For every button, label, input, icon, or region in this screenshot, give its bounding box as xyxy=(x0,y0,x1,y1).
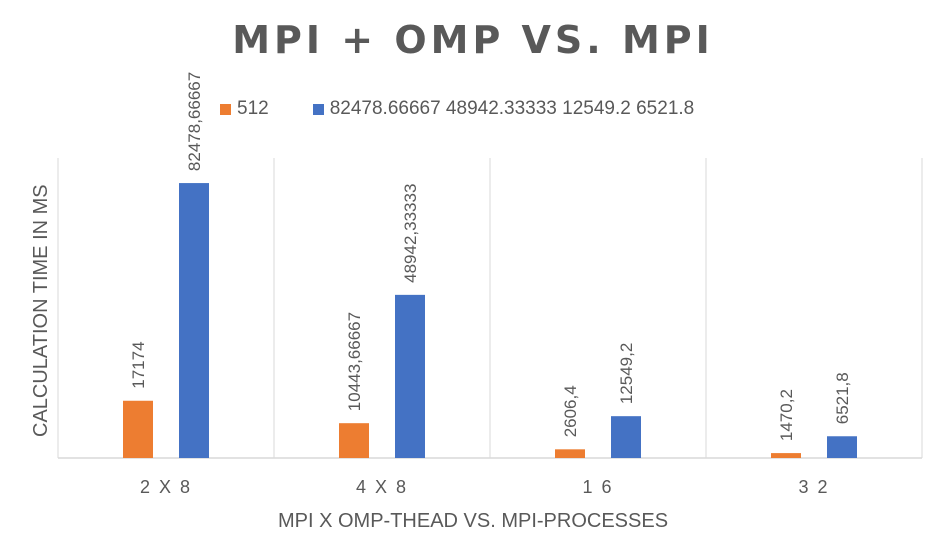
data-label: 12549,2 xyxy=(617,343,636,404)
bar-series-1 xyxy=(555,449,585,458)
legend-item-series-2: 82478.66667 48942.33333 12549.2 6521.8 xyxy=(312,98,695,120)
x-tick-label: 1 6 xyxy=(582,477,613,497)
legend-swatch-series-1 xyxy=(220,103,231,115)
bar-series-1 xyxy=(771,453,801,458)
data-label: 2606,4 xyxy=(561,385,580,437)
data-label: 82478,66667 xyxy=(185,72,204,171)
legend-swatch-series-2 xyxy=(312,103,324,115)
legend-label-series-2: 82478.66667 48942.33333 12549.2 6521.8 xyxy=(329,98,695,119)
bar-series-2 xyxy=(179,183,209,458)
x-tick-label: 4 X 8 xyxy=(356,477,408,497)
x-tick-label: 3 2 xyxy=(798,477,829,497)
bar-series-1 xyxy=(123,400,153,458)
data-label: 17174 xyxy=(129,341,148,388)
chart-title: MPI + OMP VS. MPI xyxy=(232,18,714,62)
legend-label-series-1: 512 xyxy=(237,98,269,119)
bar-series-2 xyxy=(827,436,857,458)
data-label: 6521,8 xyxy=(833,372,852,424)
data-label: 48942,33333 xyxy=(401,184,420,283)
bar-series-2 xyxy=(611,416,641,458)
x-tick-label: 2 X 8 xyxy=(140,477,192,497)
bar-series-2 xyxy=(395,294,425,458)
data-label: 1470,2 xyxy=(777,389,796,441)
legend: 512 82478.66667 48942.33333 12549.2 6521… xyxy=(220,97,738,121)
data-label: 10443,66667 xyxy=(345,312,364,411)
bar-series-1 xyxy=(339,423,369,458)
y-axis-label: CALCULATION TIME IN MS xyxy=(30,184,52,437)
legend-item-series-1: 512 xyxy=(220,98,269,120)
x-axis-label: MPI X OMP-THEAD VS. MPI-PROCESSES xyxy=(277,510,669,532)
